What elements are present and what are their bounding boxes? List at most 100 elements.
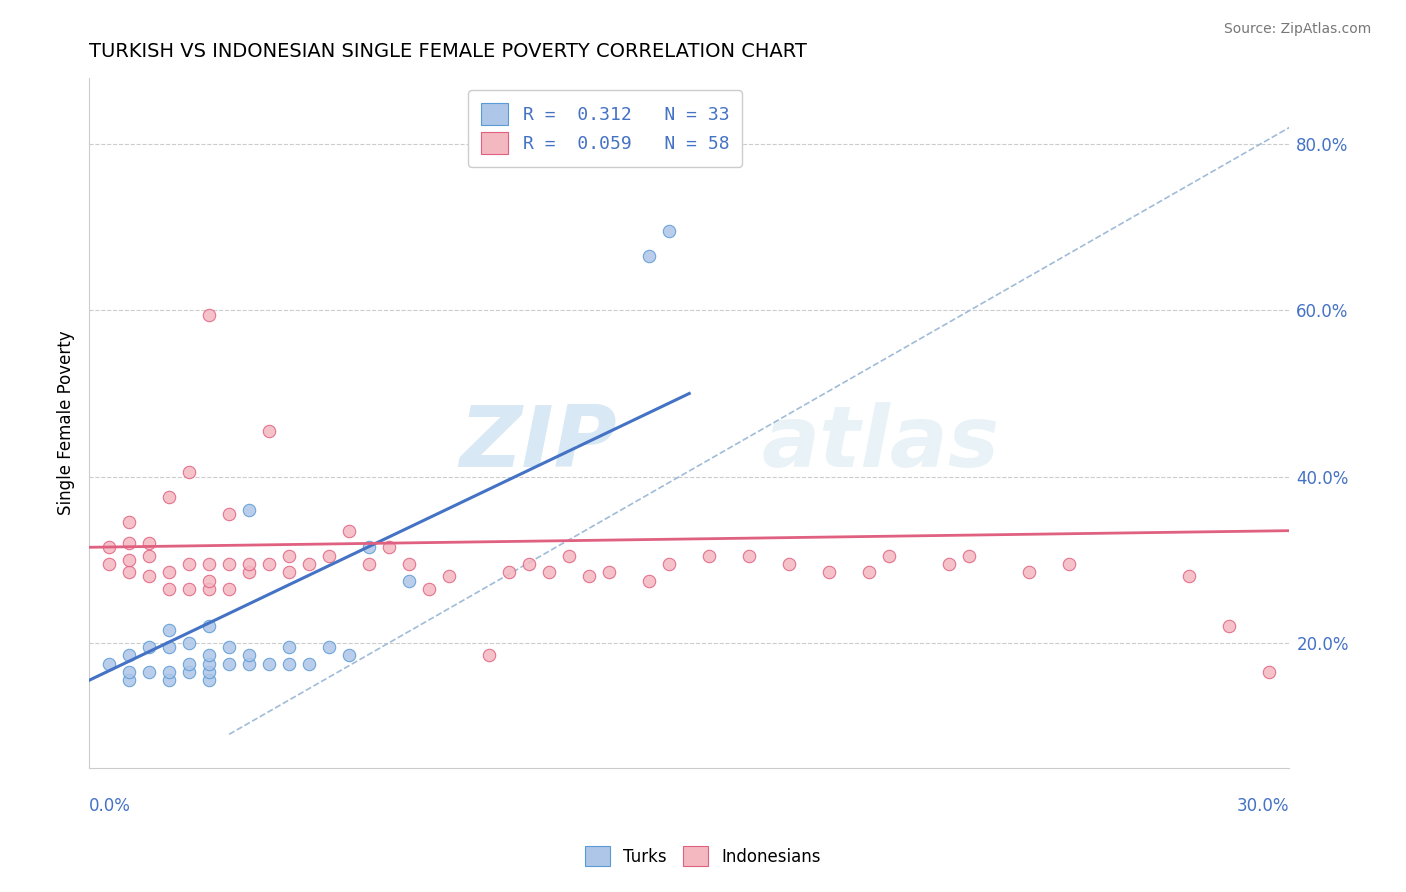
Point [198,657,221,671]
Point [398,574,420,588]
Point [437,569,460,583]
Point [218,557,240,571]
Point [177,557,200,571]
Point [638,574,661,588]
Legend: R =  0.312   N = 33, R =  0.059   N = 58: R = 0.312 N = 33, R = 0.059 N = 58 [468,90,742,167]
Point [478,648,501,663]
Point [278,640,301,654]
Point [157,566,180,580]
Point [118,665,141,679]
Point [198,557,221,571]
Point [278,549,301,563]
Point [177,582,200,596]
Point [257,424,280,438]
Y-axis label: Single Female Poverty: Single Female Poverty [58,330,75,515]
Point [157,491,180,505]
Point [198,619,221,633]
Point [658,557,681,571]
Point [177,657,200,671]
Point [118,673,141,688]
Point [98,557,121,571]
Text: ZIP: ZIP [460,401,617,484]
Point [278,566,301,580]
Point [177,636,200,650]
Point [337,648,360,663]
Point [418,582,440,596]
Point [238,648,260,663]
Point [1218,619,1240,633]
Text: 30.0%: 30.0% [1237,797,1289,814]
Point [118,566,141,580]
Point [858,566,880,580]
Point [697,549,720,563]
Point [738,549,761,563]
Point [218,582,240,596]
Point [337,524,360,538]
Point [198,582,221,596]
Point [138,549,160,563]
Point [818,566,841,580]
Text: 0.0%: 0.0% [89,797,131,814]
Point [138,569,160,583]
Text: Source: ZipAtlas.com: Source: ZipAtlas.com [1223,22,1371,37]
Point [1059,557,1081,571]
Point [238,503,260,517]
Point [177,665,200,679]
Point [218,657,240,671]
Point [238,657,260,671]
Point [118,536,141,550]
Point [318,549,340,563]
Point [157,582,180,596]
Legend: Turks, Indonesians: Turks, Indonesians [576,838,830,875]
Point [157,665,180,679]
Point [359,557,381,571]
Point [138,665,160,679]
Point [598,566,620,580]
Point [157,640,180,654]
Point [157,624,180,638]
Point [238,557,260,571]
Point [957,549,980,563]
Point [558,549,581,563]
Point [658,224,681,238]
Point [98,541,121,555]
Point [538,566,561,580]
Point [638,249,661,263]
Point [198,673,221,688]
Point [177,466,200,480]
Point [138,536,160,550]
Point [398,557,420,571]
Point [118,516,141,530]
Point [198,574,221,588]
Point [257,657,280,671]
Point [298,557,321,571]
Point [938,557,960,571]
Point [138,640,160,654]
Point [198,308,221,322]
Point [1178,569,1201,583]
Point [517,557,540,571]
Point [257,557,280,571]
Point [298,657,321,671]
Text: atlas: atlas [761,401,1000,484]
Point [98,657,121,671]
Point [1258,665,1281,679]
Point [359,541,381,555]
Point [157,673,180,688]
Point [278,657,301,671]
Point [578,569,600,583]
Point [238,566,260,580]
Point [118,553,141,567]
Point [877,549,900,563]
Point [778,557,800,571]
Point [198,665,221,679]
Point [318,640,340,654]
Text: TURKISH VS INDONESIAN SINGLE FEMALE POVERTY CORRELATION CHART: TURKISH VS INDONESIAN SINGLE FEMALE POVE… [89,42,807,61]
Point [378,541,401,555]
Point [198,648,221,663]
Point [498,566,520,580]
Point [218,640,240,654]
Point [218,507,240,521]
Point [118,648,141,663]
Point [1018,566,1040,580]
